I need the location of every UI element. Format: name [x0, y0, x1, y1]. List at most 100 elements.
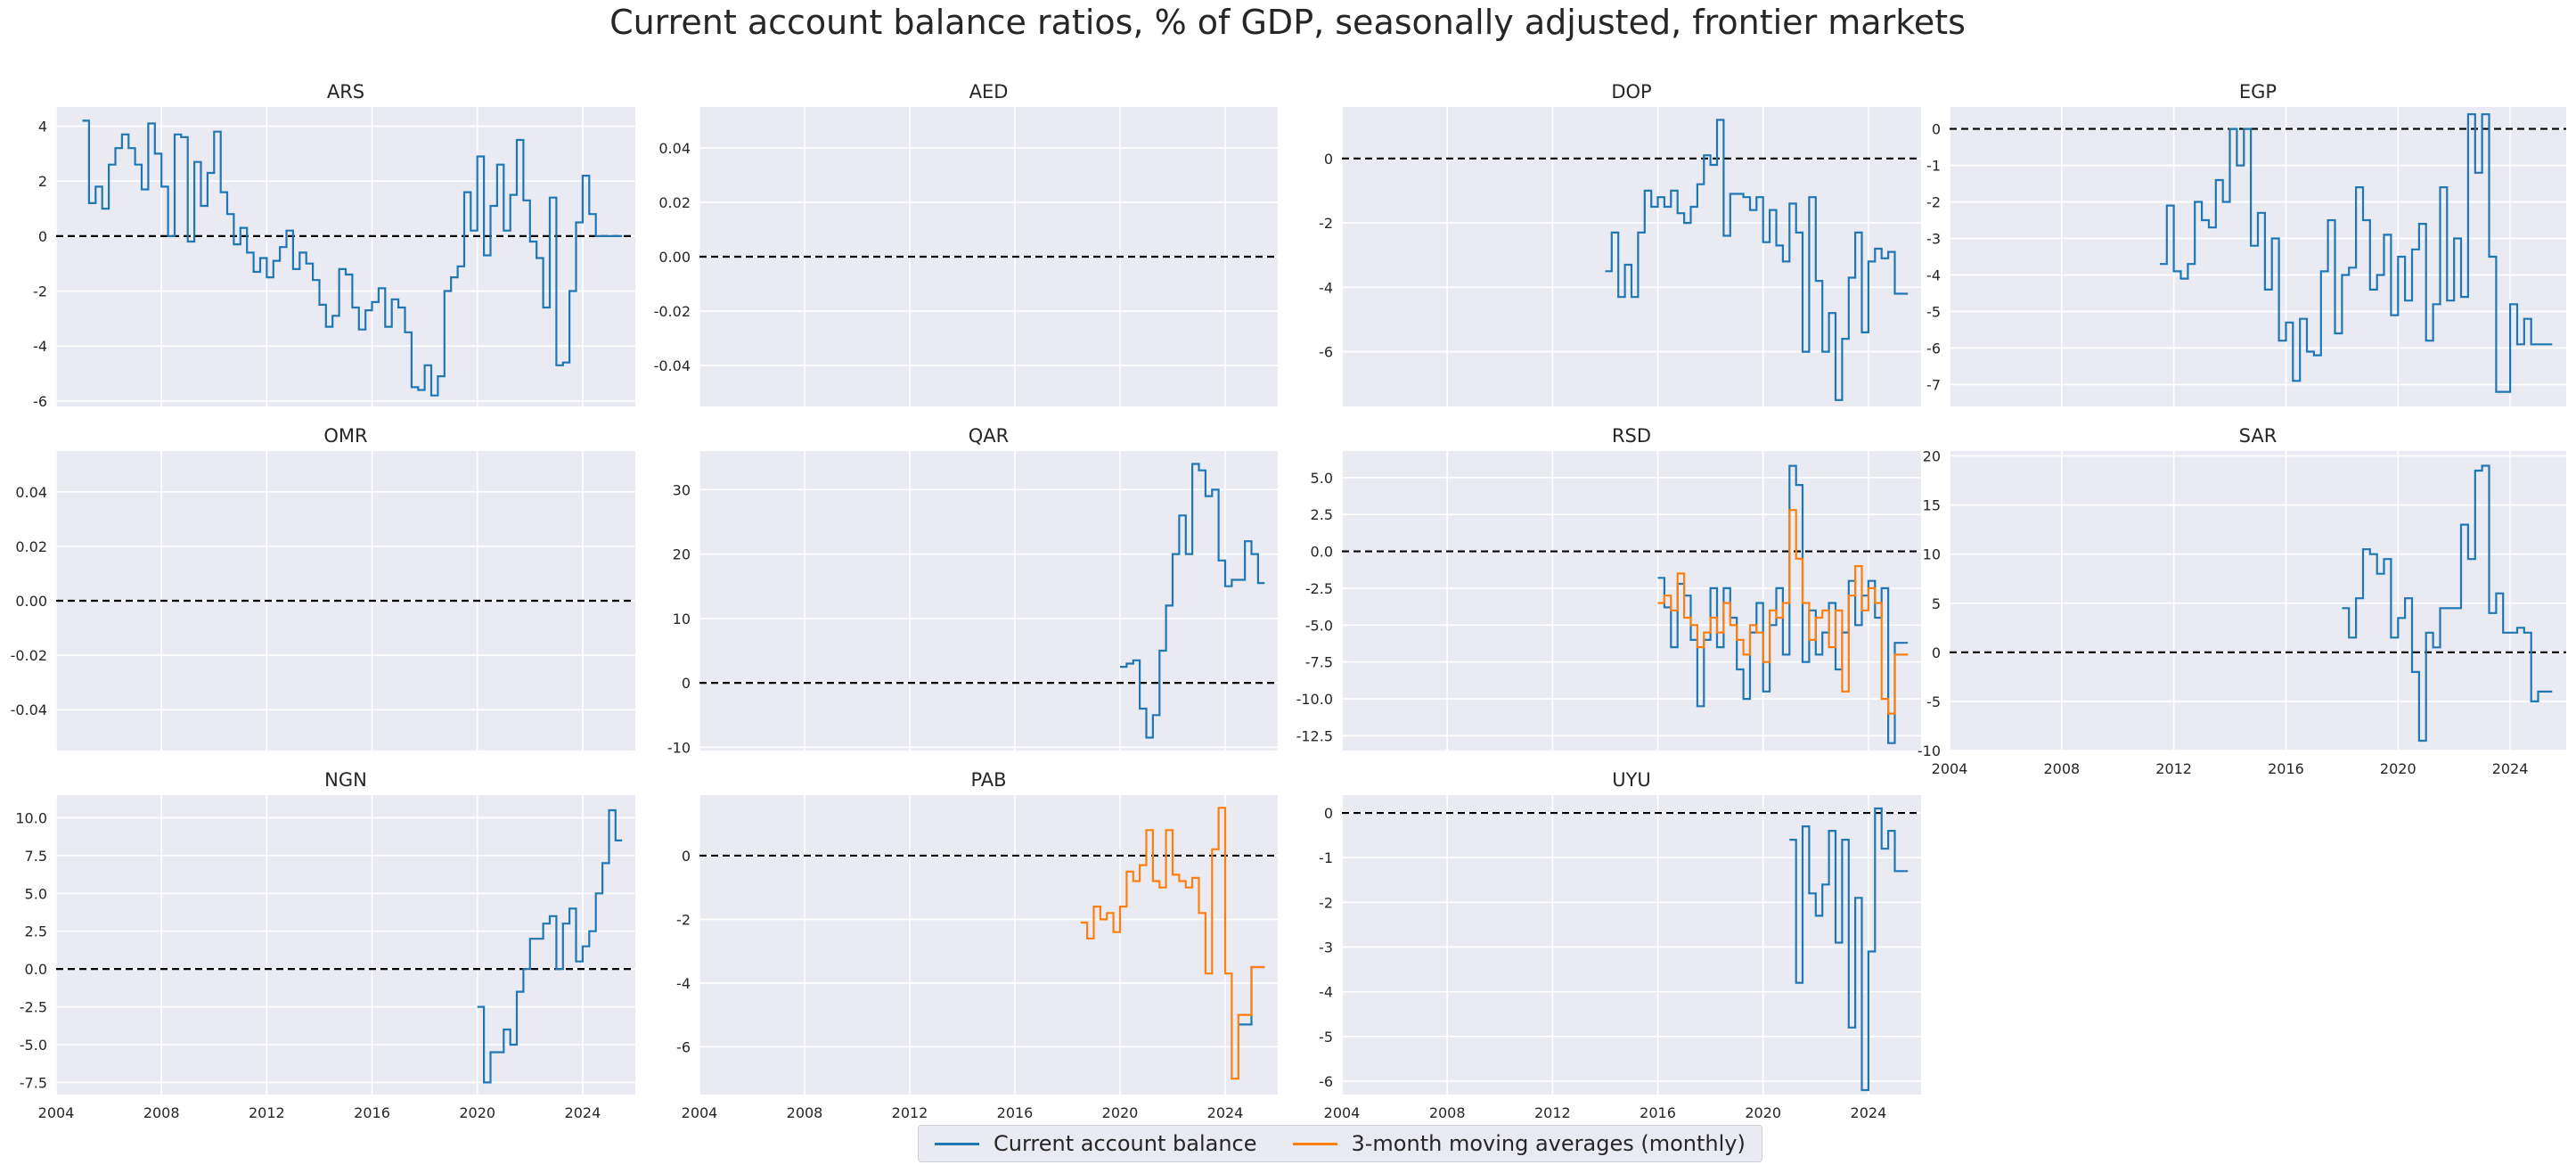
- y-tick-label: -2: [676, 911, 691, 928]
- legend-label: 3-month moving averages (monthly): [1351, 1131, 1746, 1156]
- plot-background: [1342, 107, 1921, 406]
- plot-background: [1950, 451, 2566, 751]
- plot-background: [699, 451, 1278, 751]
- series-line-moving-average: [1080, 807, 1265, 1080]
- y-tick-label: -7.5: [1305, 654, 1333, 671]
- subplot-ars: -6 -4 -2 0 2 4 ARS: [33, 81, 635, 410]
- x-tick-label: 2008: [787, 1104, 823, 1121]
- y-tick-label: -3: [1926, 231, 1941, 248]
- panels-group: -6-4-2024ARS-0.04-0.020.000.020.04AED-6-…: [11, 81, 2566, 1121]
- y-tick-label: -5: [1319, 1029, 1333, 1046]
- y-tick-label: 0: [1932, 121, 1941, 138]
- y-tick-label: 0: [1324, 805, 1333, 822]
- y-tick-label: 0: [38, 228, 47, 245]
- x-tick-label: 2024: [1851, 1104, 1887, 1121]
- y-tick-label: -6: [1926, 340, 1941, 357]
- x-tick-label: 2012: [249, 1104, 285, 1121]
- y-tick-label: 20: [1923, 448, 1941, 465]
- subplot-pab: -6 -4 -2 0 2004 2008 2012 2016 2020 2024 PAB: [676, 769, 1278, 1121]
- y-tick-label: 20: [673, 546, 691, 563]
- y-tick-label: 0.04: [15, 484, 47, 501]
- y-tick-label: -0.02: [654, 303, 691, 320]
- y-tick-label: 0: [682, 675, 691, 692]
- series-line-current-account: [1789, 807, 1909, 1092]
- y-tick-label: 10.0: [15, 809, 47, 826]
- x-tick-label: 2004: [682, 1104, 718, 1121]
- y-tick-label: -6: [1319, 1073, 1333, 1090]
- y-tick-label: 0: [682, 848, 691, 865]
- x-tick-label: 2020: [1102, 1104, 1139, 1121]
- y-tick-label: 2.5: [25, 923, 47, 940]
- subplot-ngn: -7.5 -5.0 -2.5 0.0 2.5 5.0 7.5 10.0 2004 2008 2012…: [15, 769, 635, 1121]
- series-line-current-account: [2159, 113, 2553, 393]
- series-line-current-account: [82, 119, 623, 397]
- y-tick-label: -4: [1319, 279, 1333, 296]
- plot-background: [56, 795, 635, 1095]
- legend-item-3m-average: 3-month moving averages (monthly): [1292, 1131, 1746, 1156]
- subplot-title: NGN: [324, 769, 367, 791]
- y-tick-label: -2: [1319, 894, 1333, 911]
- y-tick-label: -4: [1319, 984, 1333, 1001]
- series-line-current-account: [2342, 464, 2553, 742]
- y-tick-label: -10: [667, 739, 691, 756]
- series-line-current-account: [1120, 463, 1265, 739]
- y-tick-label: 0.02: [658, 194, 691, 211]
- y-tick-label: 2.5: [1311, 506, 1333, 523]
- y-tick-label: 5.0: [1311, 470, 1333, 487]
- y-tick-label: -2: [1926, 194, 1941, 211]
- x-tick-label: 2016: [997, 1104, 1034, 1121]
- y-tick-label: -2.5: [1305, 580, 1333, 597]
- subplot-title: PAB: [970, 769, 1006, 791]
- y-tick-label: 0.0: [25, 961, 47, 978]
- y-tick-label: -5: [1926, 693, 1941, 710]
- y-tick-label: -6: [33, 393, 47, 410]
- x-tick-label: 2016: [1640, 1104, 1676, 1121]
- y-tick-label: -4: [1926, 267, 1941, 283]
- subplot-title: UYU: [1612, 769, 1651, 791]
- legend-swatch-blue: [935, 1142, 979, 1145]
- y-tick-label: -7: [1926, 376, 1941, 393]
- x-tick-label: 2004: [1324, 1104, 1361, 1121]
- y-tick-label: -10.0: [1296, 691, 1333, 708]
- subplot-title: EGP: [2239, 81, 2277, 103]
- y-tick-label: -7.5: [20, 1074, 47, 1091]
- y-tick-label: 0.00: [15, 593, 47, 610]
- y-tick-label: -5.0: [20, 1037, 47, 1054]
- x-tick-label: 2020: [2380, 760, 2417, 777]
- y-tick-label: -5: [1926, 303, 1941, 320]
- y-tick-label: -5.0: [1305, 617, 1333, 634]
- y-tick-label: -1: [1319, 849, 1333, 866]
- legend-label: Current account balance: [994, 1131, 1257, 1156]
- figure-title: Current account balance ratios, % of GDP…: [609, 3, 1966, 42]
- subplot-title: OMR: [323, 425, 367, 447]
- y-tick-label: 2: [38, 173, 47, 190]
- y-tick-label: 0.02: [15, 538, 47, 555]
- x-tick-label: 2008: [143, 1104, 180, 1121]
- y-tick-label: 4: [38, 119, 47, 135]
- y-tick-label: -0.02: [11, 647, 47, 664]
- y-tick-label: 5: [1932, 595, 1941, 612]
- y-tick-label: 0.00: [658, 249, 691, 266]
- y-tick-label: -6: [676, 1038, 691, 1055]
- subplot-title: DOP: [1611, 81, 1651, 103]
- x-tick-label: 2004: [1932, 760, 1968, 777]
- subplot-sar: -10 -5 0 5 10 15 20 2004 2008 2012 2016 2020 2024 SAR: [1918, 425, 2566, 777]
- y-tick-label: -10: [1918, 742, 1941, 759]
- subplot-egp: -7 -6 -5 -4 -3 -2 -1 0 EGP: [1926, 81, 2566, 406]
- x-tick-label: 2004: [38, 1104, 75, 1121]
- y-tick-label: -0.04: [11, 701, 47, 718]
- plot-background: [1342, 451, 1921, 751]
- x-tick-label: 2012: [892, 1104, 928, 1121]
- x-tick-label: 2008: [1429, 1104, 1466, 1121]
- y-tick-label: 0.04: [658, 140, 691, 157]
- subplot-qar: -10 0 10 20 30 QAR: [667, 425, 1278, 756]
- x-tick-label: 2016: [354, 1104, 390, 1121]
- x-tick-label: 2024: [2492, 760, 2529, 777]
- subplot-rsd: -12.5 -10.0 -7.5 -5.0 -2.5 0.0 2.5 5.0 RSD: [1296, 425, 1921, 751]
- subplot-aed: -0.04 -0.02 0.00 0.02 0.04 AED: [654, 81, 1278, 406]
- x-tick-label: 2008: [2043, 760, 2080, 777]
- y-tick-label: -2.5: [20, 999, 47, 1016]
- series-line-current-account: [1605, 119, 1909, 401]
- y-tick-label: -6: [1319, 344, 1333, 361]
